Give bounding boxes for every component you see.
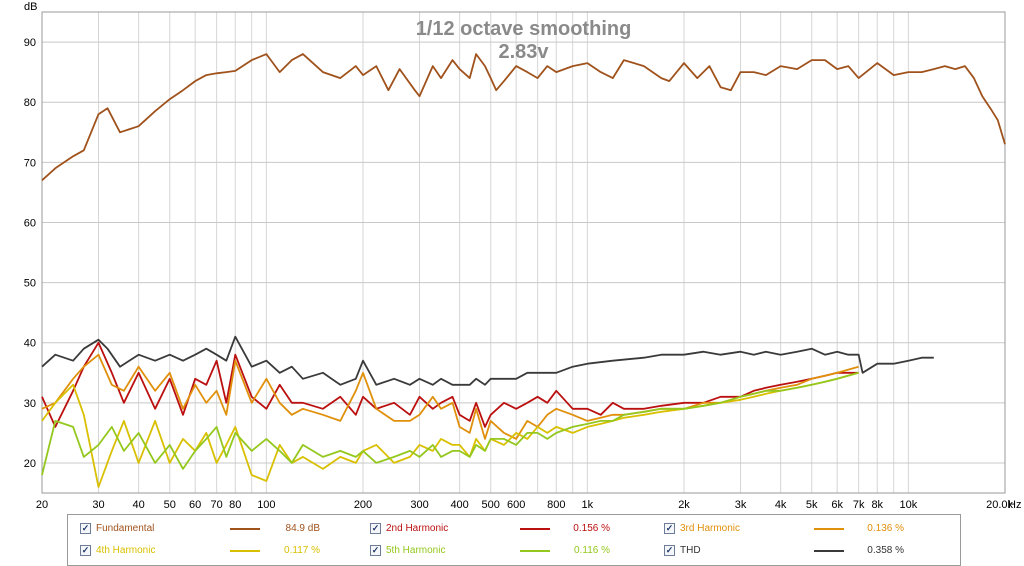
x-tick-label: 3k [735,499,747,511]
legend-value: 0.116 % [574,545,610,556]
legend-item-3rd-harmonic: ✓ 3rd Harmonic 0.136 % [664,519,904,539]
legend-label: THD [680,545,701,556]
legend-item-fundamental: ✓ Fundamental 84.9 dB [80,519,320,539]
x-tick-label: 50 [164,499,176,511]
legend-value: 0.117 % [284,545,320,556]
x-tick-label: 30 [92,499,104,511]
x-tick-label: 300 [410,499,428,511]
x-tick-label: 60 [189,499,201,511]
series-line-fundamental [41,53,1006,181]
y-axis-label: dB [24,1,37,13]
x-tick-label: 1k [582,499,594,511]
legend-label: Fundamental [96,523,155,534]
y-tick-label: 40 [24,338,36,350]
legend-checkbox-4th-harmonic[interactable]: ✓ [80,545,91,556]
legend-swatch [814,550,844,552]
legend-swatch [230,528,260,530]
x-tick-label: 2k [678,499,690,511]
legend-checkbox-3rd-harmonic[interactable]: ✓ [664,523,675,534]
legend-checkbox-fundamental[interactable]: ✓ [80,523,91,534]
legend-checkbox-thd[interactable]: ✓ [664,545,675,556]
y-tick-label: 60 [24,217,36,229]
legend-value: 0.136 % [867,523,904,534]
legend-swatch [520,550,550,552]
x-tick-label: 500 [482,499,500,511]
y-tick-label: 70 [24,157,36,169]
x-tick-label: 10k [899,499,917,511]
plot-area [42,12,1005,493]
y-tick-label: 30 [24,398,36,410]
x-tick-label: 4k [775,499,787,511]
plot-frame [41,11,1006,494]
series-line-5th-harmonic [41,371,859,476]
x-axis-label: Hz [1008,499,1021,511]
legend-swatch [230,550,260,552]
series-line-thd [41,335,934,386]
x-tick-label: 70 [211,499,223,511]
legend-item-5th-harmonic: ✓ 5th Harmonic 0.116 % [370,541,610,561]
x-tick-label: 5k [806,499,818,511]
x-tick-label: 400 [450,499,468,511]
x-tick-label: 20.0k [986,499,1013,511]
x-tick-label: 40 [133,499,145,511]
x-tick-label: 6k [831,499,843,511]
legend-label: 3rd Harmonic [680,523,741,534]
x-tick-label: 20 [36,499,48,511]
y-tick-label: 20 [24,458,36,470]
legend-item-2nd-harmonic: ✓ 2nd Harmonic 0.156 % [370,519,610,539]
legend: ✓ Fundamental 84.9 dB ✓ 2nd Harmonic 0.156 % ✓… [67,514,961,566]
legend-item-4th-harmonic: ✓ 4th Harmonic 0.117 % [80,541,320,561]
legend-label: 4th Harmonic [96,545,156,556]
y-tick-label: 80 [24,97,36,109]
legend-value: 0.358 % [867,545,904,556]
x-tick-label: 200 [354,499,372,511]
chart-subtitle: 2.83v [498,41,549,63]
x-tick-label: 8k [871,499,883,511]
legend-checkbox-5th-harmonic[interactable]: ✓ [370,545,381,556]
y-tick-label: 90 [24,37,36,49]
legend-checkbox-2nd-harmonic[interactable]: ✓ [370,523,381,534]
legend-value: 0.156 % [573,523,610,534]
series-line-3rd-harmonic [41,353,859,440]
legend-swatch [520,528,550,530]
chart: 20 30 40 50 60 70 80 90 20 30 40 50 60 70 80 100 200 300 4… [24,1,1022,511]
y-tick-label: 50 [24,278,36,290]
legend-label: 5th Harmonic [386,545,446,556]
legend-value: 84.9 dB [285,523,320,534]
chart-title: 1/12 octave smoothing [416,18,632,40]
legend-swatch [814,528,844,530]
legend-item-thd: ✓ THD 0.358 % [664,541,904,561]
x-tick-label: 100 [257,499,275,511]
x-tick-label: 600 [507,499,525,511]
legend-label: 2nd Harmonic [386,523,449,534]
x-tick-label: 800 [547,499,565,511]
x-tick-label: 7k [853,499,865,511]
x-tick-label: 80 [229,499,241,511]
series-line-2nd-harmonic [41,341,859,428]
